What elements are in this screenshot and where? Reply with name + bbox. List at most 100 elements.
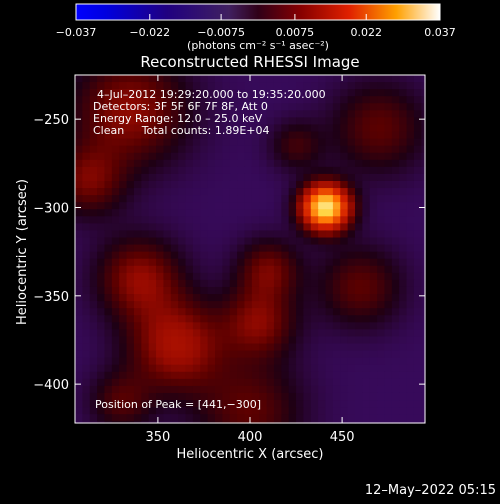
heatmap-cell [399, 265, 408, 274]
heatmap-cell [355, 103, 363, 111]
heatmap-cell [369, 209, 378, 217]
heatmap-cell [133, 173, 142, 182]
heatmap-cell [362, 82, 371, 90]
heatmap-cell [421, 336, 426, 345]
heatmap-cell [207, 364, 216, 373]
heatmap-cell [207, 216, 216, 224]
heatmap-cell [362, 152, 371, 161]
heatmap-cell [207, 258, 216, 267]
heatmap-cell [82, 350, 91, 359]
heatmap-cell [318, 301, 327, 309]
heatmap-cell [97, 407, 106, 415]
heatmap-cell [178, 145, 187, 154]
heatmap-cell [340, 357, 349, 366]
heatmap-cell [259, 96, 268, 104]
heatmap-cell [244, 103, 253, 111]
heatmap-cell [126, 138, 135, 147]
heatmap-cell [192, 407, 201, 415]
heatmap-cell [377, 329, 386, 338]
heatmap-cell [296, 378, 305, 387]
heatmap-cell [119, 421, 128, 424]
heatmap-cell [406, 258, 415, 267]
heatmap-cell [310, 145, 319, 154]
heatmap-cell [288, 400, 297, 408]
heatmap-cell [303, 103, 312, 111]
heatmap-cell [89, 400, 98, 408]
heatmap-cell [362, 364, 371, 373]
heatmap-cell [332, 392, 341, 401]
heatmap-cell [185, 202, 194, 210]
heatmap-cell [244, 152, 253, 161]
heatmap-cell [111, 371, 120, 380]
heatmap-cell [148, 152, 157, 161]
heatmap-cell [325, 272, 334, 281]
heatmap-cell [318, 237, 327, 246]
heatmap-cell [178, 209, 187, 217]
heatmap-cell [215, 265, 223, 274]
heatmap-cell [104, 209, 113, 217]
heatmap-cell [413, 407, 422, 415]
heatmap-cell [156, 315, 165, 323]
heatmap-cell [281, 251, 290, 260]
heatmap-cell [215, 166, 223, 175]
heatmap-cell [170, 357, 179, 366]
heatmap-cell [377, 244, 386, 253]
heatmap-cell [355, 180, 363, 189]
heatmap-cell [384, 329, 393, 338]
heatmap-cell [332, 244, 341, 253]
heatmap-cell [377, 294, 386, 302]
heatmap-cell [413, 343, 422, 352]
heatmap-cell [119, 343, 128, 352]
heatmap-cell [266, 322, 275, 330]
heatmap-cell [215, 407, 223, 415]
heatmap-cell [89, 421, 98, 424]
heatmap-cell [273, 195, 282, 203]
heatmap-cell [156, 301, 165, 309]
heatmap-cell [170, 258, 179, 267]
heatmap-cell [133, 294, 142, 302]
heatmap-cell [384, 286, 393, 295]
heatmap-cell [163, 110, 172, 118]
heatmap-cell [156, 258, 165, 267]
heatmap-cell [347, 357, 356, 366]
heatmap-cell [237, 89, 246, 97]
heatmap-cell [362, 117, 371, 126]
heatmap-cell [192, 117, 201, 126]
heatmap-cell [281, 258, 290, 267]
heatmap-cell [229, 209, 238, 217]
heatmap-cell [259, 336, 268, 345]
heatmap-cell [288, 251, 297, 260]
heatmap-cell [406, 202, 415, 210]
heatmap-cell [288, 279, 297, 288]
heatmap-cell [421, 322, 426, 330]
heatmap-cell [281, 378, 290, 387]
heatmap-cell [303, 294, 312, 302]
heatmap-cell [325, 75, 334, 83]
heatmap-cell [192, 301, 201, 309]
heatmap-cell [296, 414, 305, 422]
heatmap-cell [170, 96, 179, 104]
heatmap-cell [207, 343, 216, 352]
heatmap-cell [288, 322, 297, 330]
heatmap-cell [347, 110, 356, 118]
heatmap-cell [75, 195, 83, 203]
heatmap-cell [89, 357, 98, 366]
heatmap-cell [413, 258, 422, 267]
heatmap-cell [251, 315, 260, 323]
heatmap-cell [97, 364, 106, 373]
heatmap-cell [332, 202, 341, 210]
heatmap-cell [332, 166, 341, 175]
colorbar-tick-label: 0.0075 [276, 26, 315, 39]
heatmap-cell [237, 188, 246, 196]
heatmap-cell [421, 294, 426, 302]
heatmap-cell [163, 329, 172, 338]
heatmap-cell [384, 378, 393, 387]
heatmap-cell [325, 371, 334, 380]
heatmap-cell [244, 414, 253, 422]
heatmap-cell [303, 124, 312, 133]
heatmap-cell [104, 364, 113, 373]
heatmap-cell [347, 237, 356, 246]
heatmap-cell [97, 414, 106, 422]
heatmap-cell [170, 301, 179, 309]
heatmap-cell [163, 336, 172, 345]
